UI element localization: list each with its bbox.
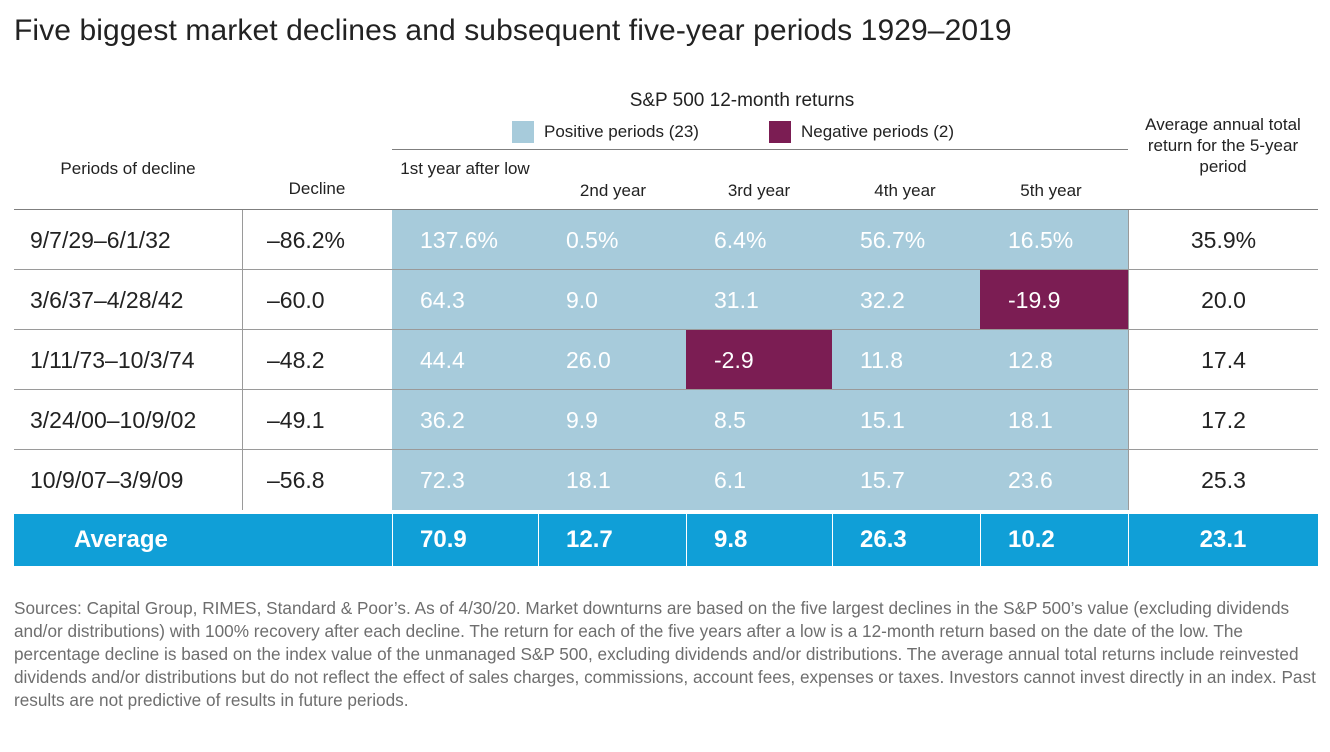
return-cell: 31.1 xyxy=(686,270,832,330)
average-return-cell: 17.2 xyxy=(1128,390,1318,450)
average-return-cell: 70.9 xyxy=(420,526,467,553)
return-cell: -19.9 xyxy=(980,270,1128,330)
average-row-divider xyxy=(832,514,833,566)
average-return-cell: 9.8 xyxy=(714,526,748,553)
average-row-divider xyxy=(686,514,687,566)
legend-negative: Negative periods (2) xyxy=(768,121,955,143)
sources-footnote: Sources: Capital Group, RIMES, Standard … xyxy=(14,598,1316,710)
return-cell: 18.1 xyxy=(538,450,686,510)
average-return-cell: 20.0 xyxy=(1128,270,1318,330)
return-cell: 9.9 xyxy=(538,390,686,450)
return-cell: 26.0 xyxy=(538,330,686,390)
header-average: Average annual total return for the 5-ye… xyxy=(1145,115,1301,176)
legend-positive-label: Positive periods (23) xyxy=(544,122,699,141)
return-cell: 6.1 xyxy=(686,450,832,510)
average-row-label: Average xyxy=(74,526,168,553)
return-cell: 0.5% xyxy=(538,210,686,270)
legend-positive-swatch xyxy=(512,121,534,143)
table-row: 10/9/07–3/9/09 –56.8 72.3 18.1 6.1 15.7 … xyxy=(14,450,1318,510)
return-cell: 15.1 xyxy=(832,390,980,450)
average-return-cell: 12.7 xyxy=(566,526,613,553)
average-row-divider xyxy=(1128,514,1129,566)
group-header-rule xyxy=(392,149,1128,150)
legend-negative-label: Negative periods (2) xyxy=(800,122,955,141)
average-return-cell: 10.2 xyxy=(1008,526,1055,553)
period-cell: 1/11/73–10/3/74 xyxy=(30,346,195,373)
row-divider xyxy=(14,449,1318,450)
return-cell: 72.3 xyxy=(392,450,538,510)
return-cell: 6.4% xyxy=(686,210,832,270)
return-cell: -2.9 xyxy=(686,330,832,390)
decline-cell: –56.8 xyxy=(242,450,392,510)
average-return-cell: 17.4 xyxy=(1128,330,1318,390)
decline-cell: –48.2 xyxy=(242,330,392,390)
average-return-cell: 26.3 xyxy=(860,526,907,553)
legend: Positive periods (23) Negative periods (… xyxy=(512,120,1024,144)
decline-cell: –60.0 xyxy=(242,270,392,330)
return-cell: 56.7% xyxy=(832,210,980,270)
return-cell: 64.3 xyxy=(392,270,538,330)
table-row: 3/6/37–4/28/42 –60.0 64.3 9.0 31.1 32.2 … xyxy=(14,270,1318,330)
header-year-2: 2nd year xyxy=(579,181,647,200)
header-bottom-rule xyxy=(14,209,1318,210)
legend-positive: Positive periods (23) xyxy=(512,121,699,143)
return-cell: 15.7 xyxy=(832,450,980,510)
row-divider xyxy=(14,269,1318,270)
return-cell: 36.2 xyxy=(392,390,538,450)
average-total-return-cell: 23.1 xyxy=(1199,526,1247,553)
average-return-cell: 25.3 xyxy=(1128,450,1318,510)
average-row-divider xyxy=(980,514,981,566)
decline-cell: –86.2% xyxy=(242,210,392,270)
return-cell: 44.4 xyxy=(392,330,538,390)
average-row: Average 70.9 12.7 9.8 26.3 10.2 23.1 xyxy=(14,514,1318,566)
average-row-divider xyxy=(538,514,539,566)
return-cell: 23.6 xyxy=(980,450,1128,510)
return-cell: 137.6% xyxy=(392,210,538,270)
table-row: 9/7/29–6/1/32 –86.2% 137.6% 0.5% 6.4% 56… xyxy=(14,210,1318,270)
return-cell: 11.8 xyxy=(832,330,980,390)
period-cell: 10/9/07–3/9/09 xyxy=(30,466,184,493)
period-cell: 3/24/00–10/9/02 xyxy=(30,406,197,433)
header-period: Periods of decline xyxy=(60,159,196,178)
chart-title: Five biggest market declines and subsequ… xyxy=(14,14,1012,47)
period-cell: 9/7/29–6/1/32 xyxy=(30,226,171,253)
decline-cell: –49.1 xyxy=(242,390,392,450)
returns-group-header: S&P 500 12-month returns xyxy=(629,90,855,111)
average-row-divider xyxy=(392,514,393,566)
return-cell: 12.8 xyxy=(980,330,1128,390)
row-divider xyxy=(14,329,1318,330)
header-year-3: 3rd year xyxy=(727,181,791,200)
header-year-4: 4th year xyxy=(874,181,936,200)
row-divider xyxy=(14,389,1318,390)
return-cell: 18.1 xyxy=(980,390,1128,450)
header-year-5: 5th year xyxy=(1020,181,1082,200)
table-row: 1/11/73–10/3/74 –48.2 44.4 26.0 -2.9 11.… xyxy=(14,330,1318,390)
return-cell: 16.5% xyxy=(980,210,1128,270)
return-cell: 32.2 xyxy=(832,270,980,330)
average-return-cell: 35.9% xyxy=(1128,210,1318,270)
table-row: 3/24/00–10/9/02 –49.1 36.2 9.9 8.5 15.1 … xyxy=(14,390,1318,450)
return-cell: 8.5 xyxy=(686,390,832,450)
legend-negative-swatch xyxy=(768,121,791,143)
period-cell: 3/6/37–4/28/42 xyxy=(30,286,184,313)
header-year-1: 1st year after low xyxy=(400,159,530,178)
header-decline: Decline xyxy=(288,179,346,198)
return-cell: 9.0 xyxy=(538,270,686,330)
